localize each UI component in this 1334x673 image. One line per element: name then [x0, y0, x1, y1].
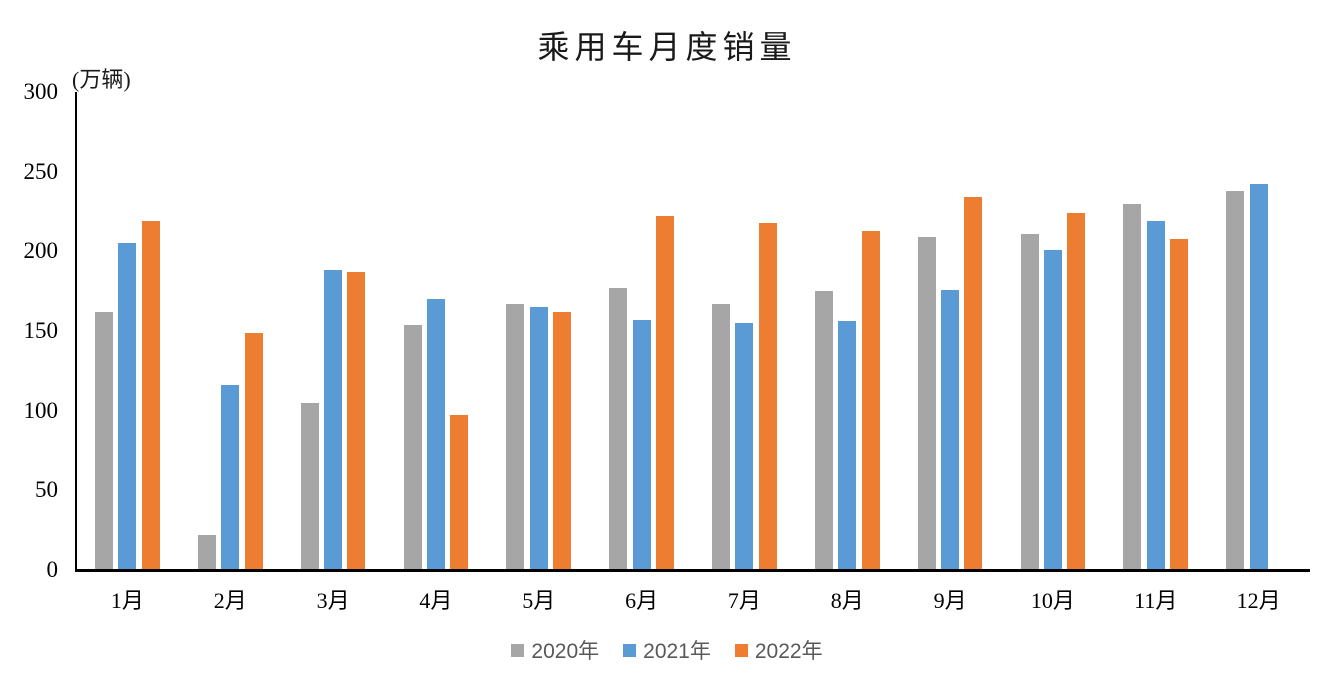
bar-2022年-1月: [141, 221, 160, 570]
x-axis-tick-label: 5月: [522, 588, 556, 613]
legend-label: 2020年: [531, 640, 600, 663]
bar-2021年-1月: [118, 243, 137, 570]
chart-title: 乘用车月度销量: [537, 29, 797, 65]
bar-2020年-1月: [95, 311, 114, 570]
y-axis-tick-label: 100: [23, 397, 59, 423]
legend: 2020年 2021年 2022年: [0, 635, 1334, 665]
legend-item-2021年: 2021年: [623, 635, 711, 665]
y-axis-line: [75, 92, 77, 572]
y-axis-tick-label: 250: [23, 158, 59, 184]
bar-2020年-7月: [712, 303, 731, 570]
bar-2022年-6月: [655, 216, 674, 570]
bar-2020年-2月: [197, 534, 216, 570]
bar-2022年-8月: [861, 230, 880, 570]
bar-2022年-7月: [758, 222, 777, 570]
bar-2020年-8月: [814, 291, 833, 570]
bar-2020年-9月: [917, 236, 936, 570]
legend-label: 2021年: [643, 640, 711, 663]
bar-2022年-9月: [964, 197, 983, 570]
legend-marker: [623, 643, 637, 657]
bar-2021年-12月: [1249, 184, 1268, 570]
bar-2021年-5月: [529, 307, 548, 570]
bar-2021年-6月: [632, 319, 651, 570]
bar-2021年-2月: [221, 385, 240, 570]
x-axis-tick-label: 2月: [213, 588, 247, 613]
bar-2022年-4月: [450, 415, 469, 570]
y-axis-tick-label: 150: [23, 318, 59, 343]
bar-2020年-4月: [403, 324, 422, 570]
legend-label: 2022年: [754, 640, 823, 663]
y-axis-tick-label: 0: [46, 557, 59, 582]
legend-marker: [511, 643, 525, 657]
bar-2021年-4月: [426, 299, 445, 570]
x-axis-line: [75, 569, 1310, 572]
bar-2021年-11月: [1146, 221, 1165, 570]
x-axis-tick-label: 8月: [830, 588, 864, 613]
bar-2020年-6月: [609, 287, 628, 570]
x-axis-tick-label: 9月: [933, 588, 967, 613]
bar-2021年-7月: [735, 323, 754, 570]
bar-2022年-11月: [1170, 238, 1189, 570]
bar-2021年-9月: [941, 289, 960, 570]
x-axis-tick-label: 3月: [316, 588, 350, 613]
bar-2022年-10月: [1067, 213, 1086, 570]
bar-2022年-2月: [244, 332, 263, 570]
legend-item-2022年: 2022年: [734, 635, 823, 665]
bar-2020年-11月: [1123, 203, 1142, 570]
legend-item-2020年: 2020年: [511, 635, 599, 665]
bar-2020年-3月: [300, 402, 319, 570]
x-axis-tick-label: 6月: [625, 588, 659, 613]
bar-2021年-10月: [1043, 249, 1062, 570]
x-axis-tick-label: 11月: [1134, 588, 1178, 613]
bar-2020年-10月: [1020, 233, 1039, 570]
y-axis-tick-label: 300: [23, 79, 59, 104]
bar-2021年-8月: [838, 321, 857, 570]
y-axis-tick-label: 50: [35, 477, 58, 503]
legend-marker: [734, 643, 748, 657]
x-axis-tick-label: 4月: [419, 588, 453, 613]
y-axis-tick-label: 200: [23, 238, 59, 264]
bar-2020年-5月: [506, 303, 525, 570]
y-axis-unit-label: (万辆): [72, 67, 131, 92]
x-axis-tick-label: 12月: [1236, 588, 1281, 613]
x-axis-tick-label: 1月: [110, 588, 144, 613]
bar-2021年-3月: [324, 270, 343, 570]
bar-2022年-3月: [347, 272, 366, 570]
bar-2020年-12月: [1226, 190, 1245, 570]
bar-2022年-5月: [553, 311, 572, 570]
x-axis-tick-label: 10月: [1030, 588, 1075, 613]
x-axis-tick-label: 7月: [727, 588, 761, 613]
